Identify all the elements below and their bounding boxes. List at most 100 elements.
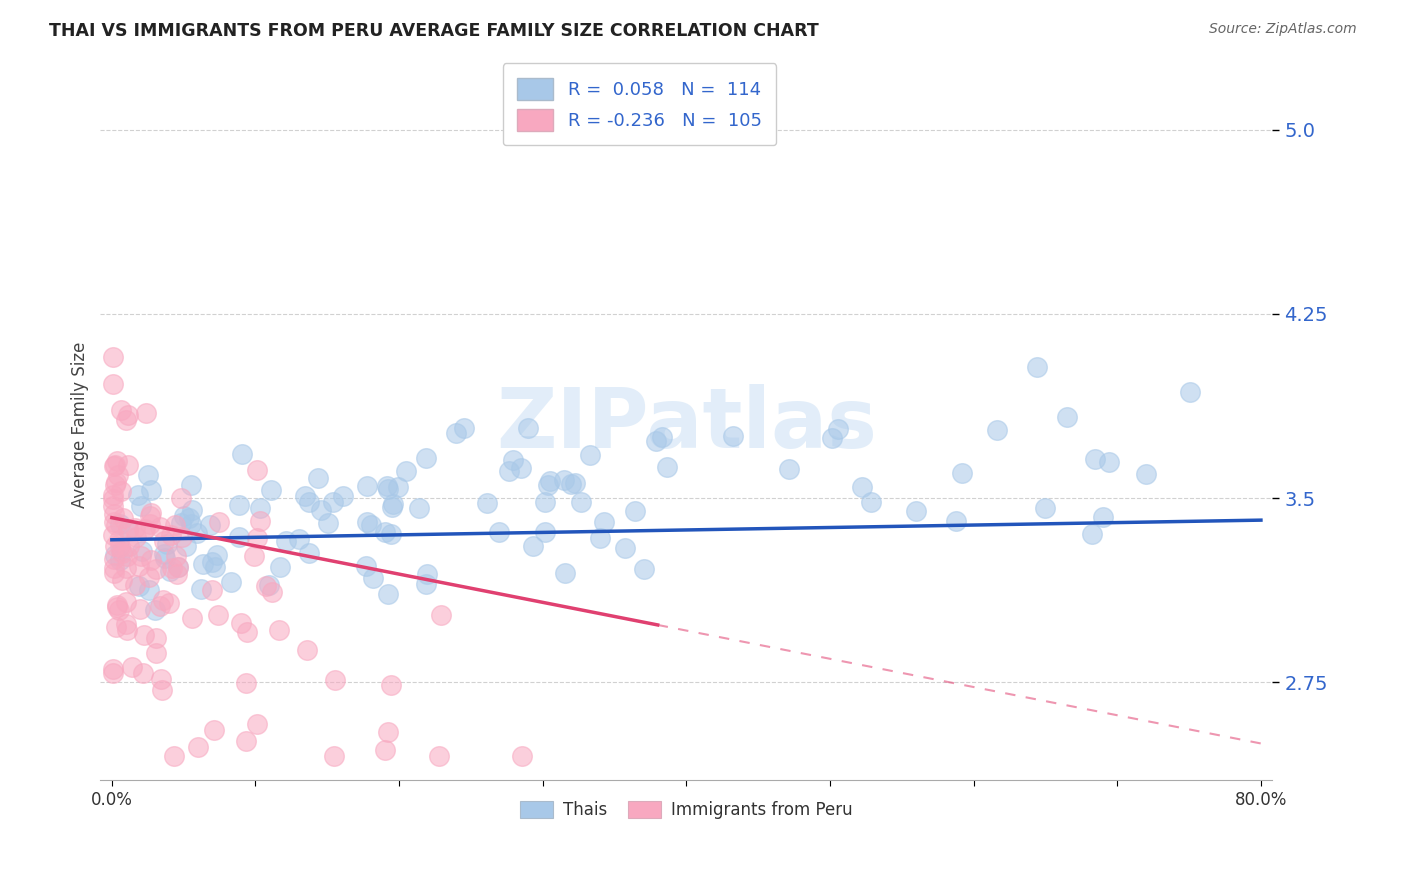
Point — [295, 643, 318, 657]
Point — [1033, 501, 1056, 516]
Point — [143, 603, 166, 617]
Point — [851, 480, 873, 494]
Point — [294, 489, 316, 503]
Point — [204, 560, 226, 574]
Point — [651, 430, 673, 444]
Point — [153, 547, 176, 561]
Point — [139, 506, 162, 520]
Point — [108, 517, 131, 532]
Point — [219, 574, 242, 589]
Point — [201, 555, 224, 569]
Point — [103, 552, 125, 566]
Point — [228, 499, 250, 513]
Point — [117, 539, 139, 553]
Point — [416, 566, 439, 581]
Point — [408, 501, 430, 516]
Point — [124, 521, 146, 535]
Y-axis label: Average Family Size: Average Family Size — [72, 342, 89, 508]
Point — [180, 502, 202, 516]
Point — [415, 576, 437, 591]
Point — [103, 499, 125, 513]
Point — [150, 672, 173, 686]
Point — [121, 660, 143, 674]
Point — [377, 478, 399, 492]
Point — [323, 748, 346, 763]
Point — [657, 459, 679, 474]
Point — [363, 571, 385, 585]
Point — [374, 743, 396, 757]
Point — [149, 599, 172, 614]
Point — [564, 475, 586, 490]
Point — [117, 409, 139, 423]
Point — [516, 421, 538, 435]
Point — [986, 423, 1008, 437]
Point — [103, 665, 125, 680]
Point — [1081, 526, 1104, 541]
Point — [228, 530, 250, 544]
Point — [354, 559, 377, 574]
Point — [139, 483, 162, 497]
Point — [103, 376, 125, 391]
Point — [180, 477, 202, 491]
Point — [170, 491, 193, 505]
Point — [382, 497, 405, 511]
Point — [110, 483, 132, 498]
Point — [176, 539, 198, 553]
Point — [150, 682, 173, 697]
Point — [534, 494, 557, 508]
Point — [356, 515, 378, 529]
Point — [260, 483, 283, 498]
Point — [115, 595, 138, 609]
Point — [107, 467, 129, 482]
Point — [110, 543, 132, 558]
Point — [108, 603, 131, 617]
Point — [104, 475, 127, 489]
Legend: Thais, Immigrants from Peru: Thais, Immigrants from Peru — [513, 794, 859, 825]
Point — [269, 623, 291, 637]
Point — [108, 540, 131, 554]
Point — [859, 495, 882, 509]
Point — [145, 647, 167, 661]
Point — [207, 548, 229, 562]
Point — [163, 748, 186, 763]
Point — [298, 546, 321, 560]
Point — [502, 452, 524, 467]
Point — [509, 461, 531, 475]
Point — [589, 531, 612, 545]
Point — [332, 489, 354, 503]
Point — [114, 616, 136, 631]
Point — [132, 628, 155, 642]
Point — [180, 611, 202, 625]
Point — [387, 480, 409, 494]
Point — [235, 676, 257, 690]
Point — [246, 716, 269, 731]
Point — [1092, 510, 1115, 524]
Point — [309, 502, 332, 516]
Point — [167, 560, 190, 574]
Point — [377, 482, 399, 496]
Point — [160, 560, 183, 574]
Point — [613, 541, 636, 555]
Point — [269, 560, 291, 574]
Point — [560, 477, 582, 491]
Point — [190, 582, 212, 597]
Point — [117, 458, 139, 472]
Text: Source: ZipAtlas.com: Source: ZipAtlas.com — [1209, 22, 1357, 37]
Point — [104, 620, 127, 634]
Point — [135, 406, 157, 420]
Point — [115, 624, 138, 638]
Point — [380, 527, 402, 541]
Point — [1180, 384, 1202, 399]
Point — [138, 570, 160, 584]
Point — [246, 531, 269, 545]
Point — [553, 473, 575, 487]
Point — [254, 579, 277, 593]
Point — [950, 466, 973, 480]
Point — [103, 351, 125, 365]
Point — [145, 632, 167, 646]
Point — [103, 566, 125, 580]
Point — [202, 723, 225, 737]
Point — [534, 525, 557, 540]
Point — [522, 539, 544, 553]
Point — [569, 494, 592, 508]
